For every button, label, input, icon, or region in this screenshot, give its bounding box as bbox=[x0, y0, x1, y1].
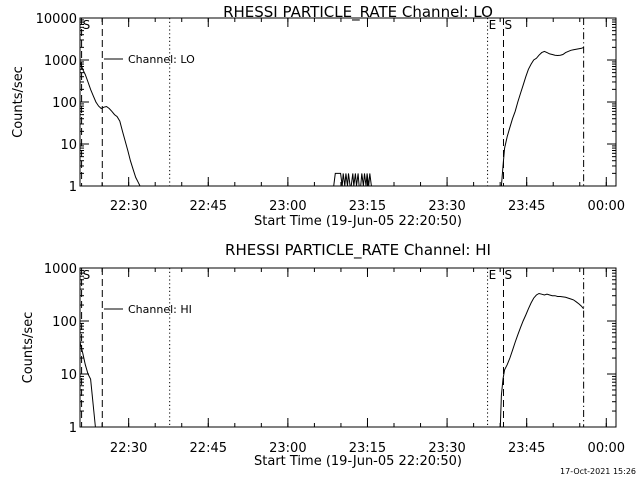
event-marker-label: S bbox=[504, 18, 512, 32]
y-tick-label: 1000 bbox=[44, 262, 77, 277]
data-series-line bbox=[79, 341, 96, 428]
x-tick-label: 23:30 bbox=[428, 199, 465, 214]
x-tick-label: 23:30 bbox=[428, 441, 465, 456]
y-tick-label: 10 bbox=[60, 138, 77, 153]
x-tick-label: 22:45 bbox=[190, 441, 227, 456]
event-marker-label: S bbox=[504, 268, 512, 282]
data-series-line bbox=[79, 61, 141, 187]
panel-hi: RHESSI PARTICLE_RATE Channel: HI 1 10 100 10… bbox=[21, 241, 625, 469]
x-tick-label: 23:00 bbox=[269, 199, 306, 214]
x-tick-label: 23:15 bbox=[349, 441, 386, 456]
legend-label: Channel: HI bbox=[128, 303, 192, 316]
chart-title: RHESSI PARTICLE_RATE Channel: LO bbox=[223, 3, 493, 22]
event-marker-label: E bbox=[489, 18, 497, 32]
x-tick-label: 23:00 bbox=[269, 441, 306, 456]
data-series-line bbox=[499, 292, 584, 428]
chart-title: RHESSI PARTICLE_RATE Channel: HI bbox=[225, 241, 491, 260]
x-tick-label: 22:45 bbox=[190, 199, 227, 214]
y-axis-label: Counts/sec bbox=[11, 66, 26, 138]
y-tick-label: 1 bbox=[69, 421, 77, 436]
timestamp-label: 17-Oct-2021 15:26 bbox=[560, 467, 636, 476]
x-axis-label: Start Time (19-Jun-05 22:20:50) bbox=[254, 214, 462, 229]
x-tick-label: 00:00 bbox=[588, 441, 625, 456]
y-tick-label: 10000 bbox=[36, 12, 77, 27]
x-tick-label: 23:15 bbox=[349, 199, 386, 214]
data-series-line bbox=[333, 172, 373, 187]
y-axis-label: Counts/sec bbox=[21, 312, 36, 384]
panel-lo: RHESSI PARTICLE_RATE Channel: LO 1 10 100 10… bbox=[11, 3, 625, 229]
event-marker-label: S bbox=[83, 18, 91, 32]
y-tick-label: 1 bbox=[69, 180, 77, 195]
event-marker-label: S bbox=[83, 268, 91, 282]
legend-label: Channel: LO bbox=[128, 53, 195, 66]
x-axis-label: Start Time (19-Jun-05 22:20:50) bbox=[254, 454, 462, 469]
x-tick-label: 00:00 bbox=[588, 199, 625, 214]
event-marker-label: E bbox=[489, 268, 497, 282]
plot-frame bbox=[79, 267, 617, 428]
x-tick-label: 23:45 bbox=[508, 199, 545, 214]
y-tick-label: 100 bbox=[52, 315, 77, 330]
data-series-line bbox=[500, 46, 584, 187]
y-tick-label: 1000 bbox=[44, 54, 77, 69]
x-tick-label: 22:30 bbox=[110, 441, 147, 456]
x-tick-label: 22:30 bbox=[110, 199, 147, 214]
y-tick-label: 10 bbox=[60, 368, 77, 383]
y-tick-label: 100 bbox=[52, 96, 77, 111]
x-tick-label: 23:45 bbox=[508, 441, 545, 456]
